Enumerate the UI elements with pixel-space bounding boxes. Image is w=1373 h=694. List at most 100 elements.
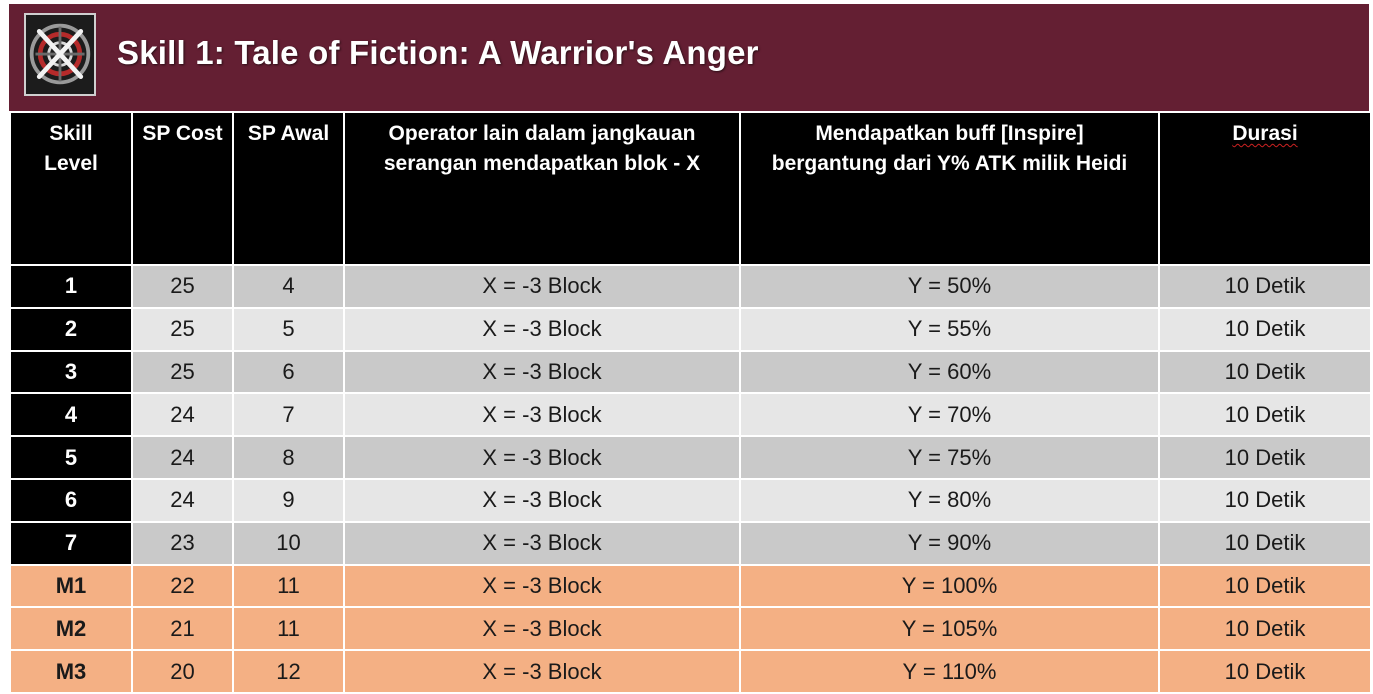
cell-sp-cost: 24: [131, 435, 234, 480]
cell-text: 10 Detik: [1224, 358, 1306, 384]
cell-text: Y = 75%: [907, 444, 992, 470]
cell-block: X = -3 Block: [343, 649, 741, 694]
cell-block: X = -3 Block: [343, 606, 741, 652]
cell-text: M2: [55, 615, 87, 641]
cell-skill-level: 1: [9, 264, 133, 309]
cell-skill-level: 4: [9, 392, 133, 438]
cell-text: 24: [170, 444, 195, 470]
cell-block: X = -3 Block: [343, 435, 741, 480]
skill-icon-graphic: [26, 15, 94, 94]
cell-skill-level: 6: [9, 477, 133, 523]
cell-skill-level: 5: [9, 435, 133, 480]
cell-skill-level: 2: [9, 306, 133, 352]
cell-durasi: 10 Detik: [1158, 520, 1372, 566]
cell-sp-awal: 11: [232, 606, 345, 652]
column-header-sp-cost: SP Cost: [131, 111, 234, 266]
cell-text: 25: [170, 358, 195, 384]
cell-text: 21: [170, 615, 195, 641]
cell-text: Y = 80%: [907, 487, 992, 513]
cell-text: 10 Detik: [1224, 572, 1306, 598]
cell-sp-cost: 22: [131, 563, 234, 609]
cell-text: 6: [64, 487, 78, 513]
table-row: M2 21 11 X = -3 Block Y = 105% 10 Detik: [9, 606, 1372, 652]
cell-sp-cost: 25: [131, 306, 234, 352]
cell-text: 20: [170, 658, 195, 684]
cell-buff: Y = 70%: [739, 392, 1160, 438]
cell-text: 25: [170, 273, 195, 299]
cell-sp-awal: 12: [232, 649, 345, 694]
cell-buff: Y = 100%: [739, 563, 1160, 609]
cell-text: 8: [282, 444, 295, 470]
skill-icon: [24, 13, 96, 96]
table-row: 1 25 4 X = -3 Block Y = 50% 10 Detik: [9, 264, 1372, 309]
cell-text: X = -3 Block: [482, 273, 602, 299]
cell-durasi: 10 Detik: [1158, 477, 1372, 523]
cell-text: 10 Detik: [1224, 273, 1306, 299]
cell-text: Y = 70%: [907, 401, 992, 427]
cell-text: 7: [64, 530, 78, 556]
cell-text: Y = 110%: [902, 658, 997, 684]
cell-durasi: 10 Detik: [1158, 606, 1372, 652]
cell-sp-awal: 8: [232, 435, 345, 480]
cell-text: 7: [282, 401, 295, 427]
cell-text: 11: [277, 572, 300, 598]
column-header-line: SP Awal: [247, 122, 330, 145]
cell-text: 4: [282, 273, 295, 299]
cell-block: X = -3 Block: [343, 392, 741, 438]
cell-skill-level: M1: [9, 563, 133, 609]
table-row: 7 23 10 X = -3 Block Y = 90% 10 Detik: [9, 520, 1372, 566]
cell-sp-cost: 24: [131, 392, 234, 438]
cell-durasi: 10 Detik: [1158, 435, 1372, 480]
cell-buff: Y = 50%: [739, 264, 1160, 309]
cell-block: X = -3 Block: [343, 563, 741, 609]
cell-text: 25: [170, 316, 195, 342]
table-row: M3 20 12 X = -3 Block Y = 110% 10 Detik: [9, 649, 1372, 694]
column-header-durasi: Durasi: [1158, 111, 1372, 266]
column-header-line: bergantung dari Y% ATK milik Heidi: [771, 152, 1128, 175]
table-row: 2 25 5 X = -3 Block Y = 55% 10 Detik: [9, 306, 1372, 352]
cell-sp-awal: 11: [232, 563, 345, 609]
skill-table: Skill Level SP Cost SP Awal Operator lai…: [9, 111, 1372, 694]
cell-text: X = -3 Block: [482, 316, 602, 342]
cell-skill-level: 7: [9, 520, 133, 566]
cell-text: 3: [64, 358, 78, 384]
cell-block: X = -3 Block: [343, 477, 741, 523]
cell-buff: Y = 105%: [739, 606, 1160, 652]
column-header-line: Operator lain dalam jangkauan: [388, 122, 696, 145]
cell-text: Y = 105%: [901, 615, 998, 641]
cell-durasi: 10 Detik: [1158, 349, 1372, 395]
cell-text: X = -3 Block: [482, 658, 602, 684]
page-title: Skill 1: Tale of Fiction: A Warrior's An…: [117, 34, 759, 71]
column-header-line: SP Cost: [142, 122, 223, 145]
cell-text: X = -3 Block: [482, 615, 602, 641]
cell-text: X = -3 Block: [482, 530, 602, 556]
table-body: 1 25 4 X = -3 Block Y = 50% 10 Detik 2 25 5 X = -…: [9, 264, 1372, 694]
table-row: M1 22 11 X = -3 Block Y = 100% 10 Detik: [9, 563, 1372, 609]
cell-text: 11: [277, 615, 300, 641]
column-header-line: Level: [44, 152, 98, 175]
cell-text: 9: [282, 487, 295, 513]
skill-header: Skill 1: Tale of Fiction: A Warrior's An…: [9, 4, 1369, 111]
cell-block: X = -3 Block: [343, 520, 741, 566]
cell-text: 10: [276, 530, 301, 556]
cell-text: Y = 90%: [907, 530, 992, 556]
cell-sp-cost: 23: [131, 520, 234, 566]
cell-buff: Y = 60%: [739, 349, 1160, 395]
cell-buff: Y = 55%: [739, 306, 1160, 352]
table-header-row: Skill Level SP Cost SP Awal Operator lai…: [9, 111, 1372, 266]
cell-text: 22: [170, 572, 195, 598]
cell-sp-awal: 9: [232, 477, 345, 523]
cell-text: M1: [55, 572, 87, 598]
cell-buff: Y = 75%: [739, 435, 1160, 480]
cell-sp-awal: 4: [232, 264, 345, 309]
cell-text: X = -3 Block: [482, 572, 602, 598]
cell-durasi: 10 Detik: [1158, 649, 1372, 694]
table-row: 5 24 8 X = -3 Block Y = 75% 10 Detik: [9, 435, 1372, 480]
cell-text: 12: [276, 658, 301, 684]
column-header-skill-level: Skill Level: [9, 111, 133, 266]
cell-text: 24: [170, 401, 195, 427]
cell-sp-awal: 10: [232, 520, 345, 566]
cell-text: 1: [64, 273, 78, 299]
cell-buff: Y = 90%: [739, 520, 1160, 566]
cell-block: X = -3 Block: [343, 349, 741, 395]
